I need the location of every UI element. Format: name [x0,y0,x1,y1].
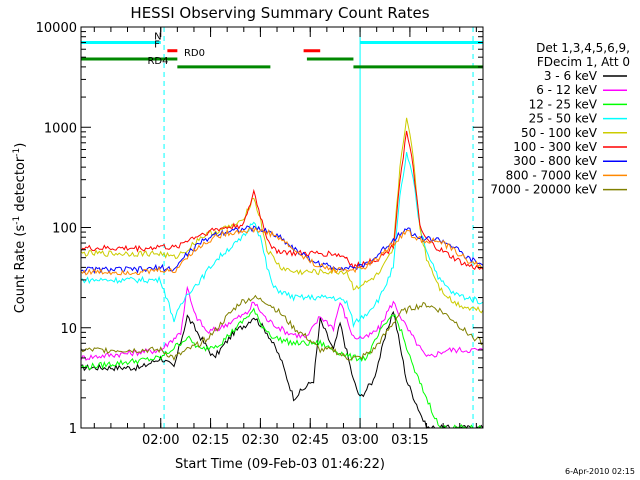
flag-label-rd4: RD4 [147,56,168,67]
legend-label-2: 12 - 25 keV [529,97,598,111]
chart-title: HESSI Observing Summary Count Rates [130,4,429,22]
legend-header-1: Det 1,3,4,5,6,9, [536,41,630,55]
legend: Det 1,3,4,5,6,9, FDecim 1, Att 0 3 - 6 k… [490,41,630,197]
y-axis-label: Count Rate (s-1 detector-1) [12,143,28,314]
series-line-7 [80,226,484,276]
y-axis-label-end: ) [13,143,28,148]
legend-label-6: 300 - 800 keV [513,154,597,168]
flag-label-f: F [154,40,160,51]
plot-frame [80,26,484,429]
series-line-1 [80,285,484,361]
footer-timestamp: 6-Apr-2010 02:15 [565,467,635,476]
legend-header-2: FDecim 1, Att 0 [537,55,630,69]
series-line-4 [80,117,484,314]
legend-label-1: 6 - 12 keV [536,83,598,97]
y-axis-label-mid: detector [13,156,28,216]
y-axis-label-sup1: -1 [12,216,22,225]
legend-label-4: 50 - 100 keV [521,126,598,140]
y-tick-label-2: 100 [52,222,77,237]
flag-label-rd0: RD0 [184,48,205,59]
x-tick-label-2: 02:30 [242,433,279,448]
x-axis: 02:00 02:15 02:30 02:45 03:00 03:15 [93,27,477,448]
y-tick-label-3: 1000 [44,121,77,136]
series-line-8 [80,294,484,362]
y-tick-label-1: 10 [60,322,77,337]
x-tick-label-5: 03:15 [391,433,428,448]
y-tick-label-0: 1 [69,422,77,437]
y-tick-label-4: 10000 [36,21,77,36]
y-axis: 1 10 100 1000 10000 [36,21,483,437]
series-line-2 [80,307,483,429]
y-axis-label-main: Count Rate (s [13,225,28,314]
plot-area: NF RD0 RD4 [80,27,484,429]
flag-label-n: N [154,32,161,43]
series-line-3 [80,151,484,329]
x-tick-label-4: 03:00 [341,433,378,448]
series-line-5 [80,130,484,271]
legend-label-3: 25 - 50 keV [529,112,598,126]
legend-label-0: 3 - 6 keV [544,69,598,83]
legend-label-5: 100 - 300 keV [513,140,597,154]
legend-label-8: 7000 - 20000 keV [490,183,597,197]
series-line-0 [80,310,484,429]
x-tick-label-1: 02:15 [192,433,229,448]
x-tick-label-0: 02:00 [142,433,179,448]
legend-label-7: 800 - 7000 keV [506,168,598,182]
x-tick-label-3: 02:45 [292,433,329,448]
x-axis-label: Start Time (09-Feb-03 01:46:22) [175,457,385,472]
y-axis-label-sup2: -1 [12,148,22,157]
